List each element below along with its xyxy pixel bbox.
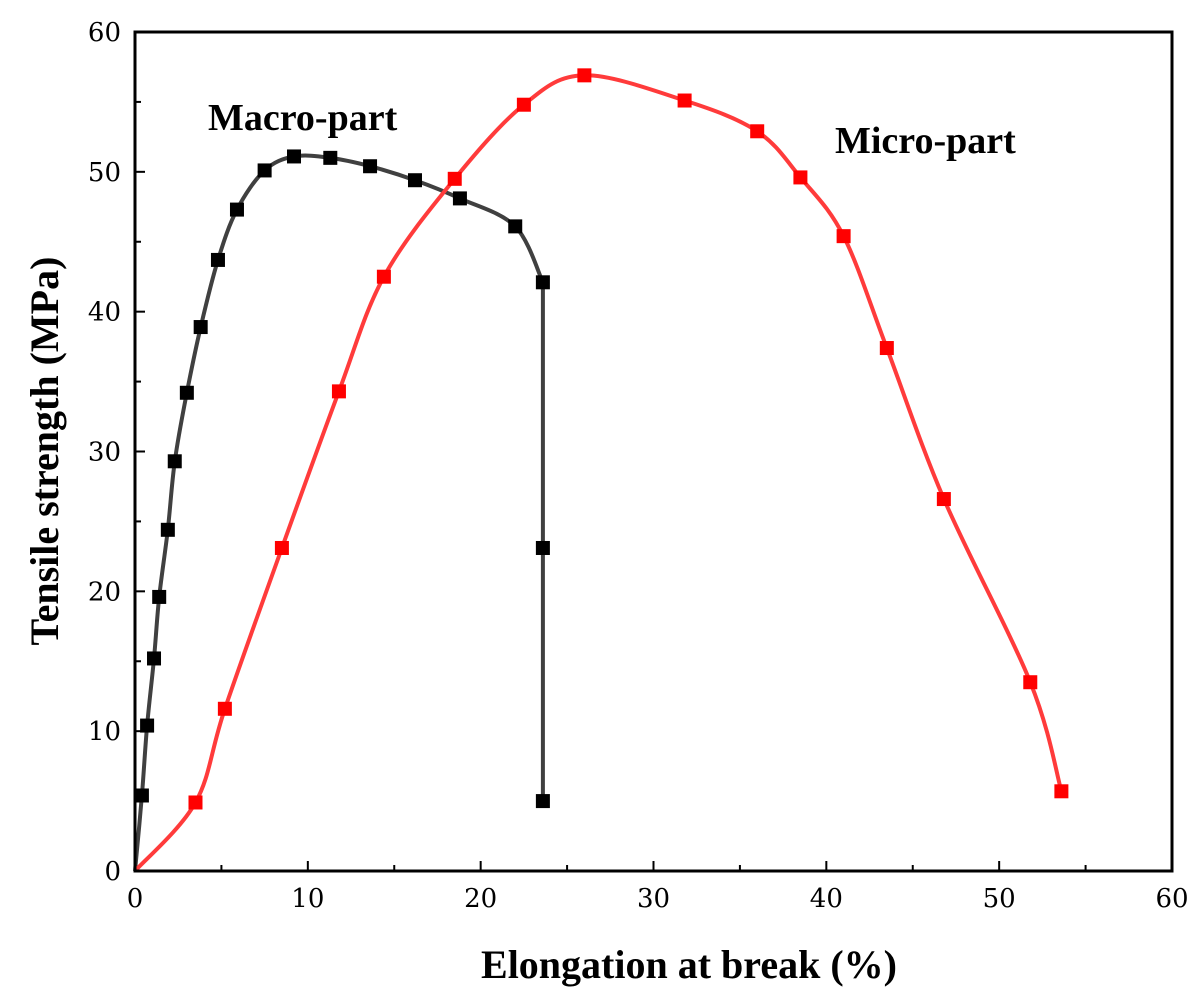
data-point-micro-part xyxy=(516,97,531,112)
data-point-micro-part xyxy=(793,170,808,185)
data-point-macro-part xyxy=(323,150,338,165)
data-point-micro-part xyxy=(376,269,391,284)
data-point-macro-part xyxy=(229,202,244,217)
data-point-macro-part xyxy=(134,788,149,803)
x-axis-ticks: 0 10 20 30 40 50 60 xyxy=(127,861,1189,914)
data-point-micro-part xyxy=(217,701,232,716)
data-point-micro-part xyxy=(677,93,692,108)
x-tick-label: 60 xyxy=(1155,884,1188,914)
data-point-micro-part xyxy=(750,124,765,139)
data-point-micro-part xyxy=(879,341,894,356)
y-axis-ticks: 0 10 20 30 40 50 60 xyxy=(88,18,145,887)
y-tick-label: 20 xyxy=(88,577,121,607)
series-line-micro-part xyxy=(133,73,1064,873)
data-point-macro-part xyxy=(508,219,523,234)
x-tick-label: 20 xyxy=(464,884,497,914)
data-point-macro-part xyxy=(147,651,162,666)
data-point-micro-part xyxy=(1054,784,1069,799)
x-tick-label: 0 xyxy=(127,884,144,914)
data-point-macro-part xyxy=(257,163,272,178)
data-point-macro-part xyxy=(535,275,550,290)
series-curves xyxy=(133,73,1064,873)
series-line-macro-part xyxy=(133,153,545,872)
data-point-micro-part xyxy=(836,229,851,244)
data-point-macro-part xyxy=(452,191,467,206)
data-point-macro-part xyxy=(179,385,194,400)
data-point-macro-part xyxy=(160,522,175,537)
data-point-macro-part xyxy=(152,589,167,604)
series-markers xyxy=(134,68,1069,810)
data-point-micro-part xyxy=(274,540,289,555)
data-point-micro-part xyxy=(188,795,203,810)
series-label-macro-part: Macro-part xyxy=(208,97,398,139)
y-tick-label: 0 xyxy=(104,857,121,887)
data-point-macro-part xyxy=(210,252,225,267)
data-point-macro-part xyxy=(363,159,378,174)
y-tick-label: 30 xyxy=(88,438,121,468)
x-tick-label: 50 xyxy=(983,884,1016,914)
x-axis-title: Elongation at break (%) xyxy=(481,942,897,987)
y-tick-label: 40 xyxy=(88,298,121,328)
y-tick-label: 10 xyxy=(88,717,121,747)
data-point-macro-part xyxy=(287,149,302,164)
data-point-macro-part xyxy=(535,794,550,809)
data-point-macro-part xyxy=(535,540,550,555)
series-label-micro-part: Micro-part xyxy=(835,120,1016,162)
x-tick-label: 30 xyxy=(637,884,670,914)
y-tick-label: 50 xyxy=(88,158,121,188)
y-axis-title: Tensile strength (MPa) xyxy=(22,257,67,646)
data-point-micro-part xyxy=(447,171,462,186)
data-point-macro-part xyxy=(167,454,182,469)
y-tick-label: 60 xyxy=(88,18,121,48)
data-point-micro-part xyxy=(577,68,592,83)
data-point-micro-part xyxy=(1023,675,1038,690)
data-point-micro-part xyxy=(331,384,346,399)
data-point-micro-part xyxy=(936,492,951,507)
data-point-macro-part xyxy=(407,173,422,188)
x-tick-label: 40 xyxy=(810,884,843,914)
x-tick-label: 10 xyxy=(291,884,324,914)
data-point-macro-part xyxy=(140,718,155,733)
data-point-macro-part xyxy=(193,320,208,335)
